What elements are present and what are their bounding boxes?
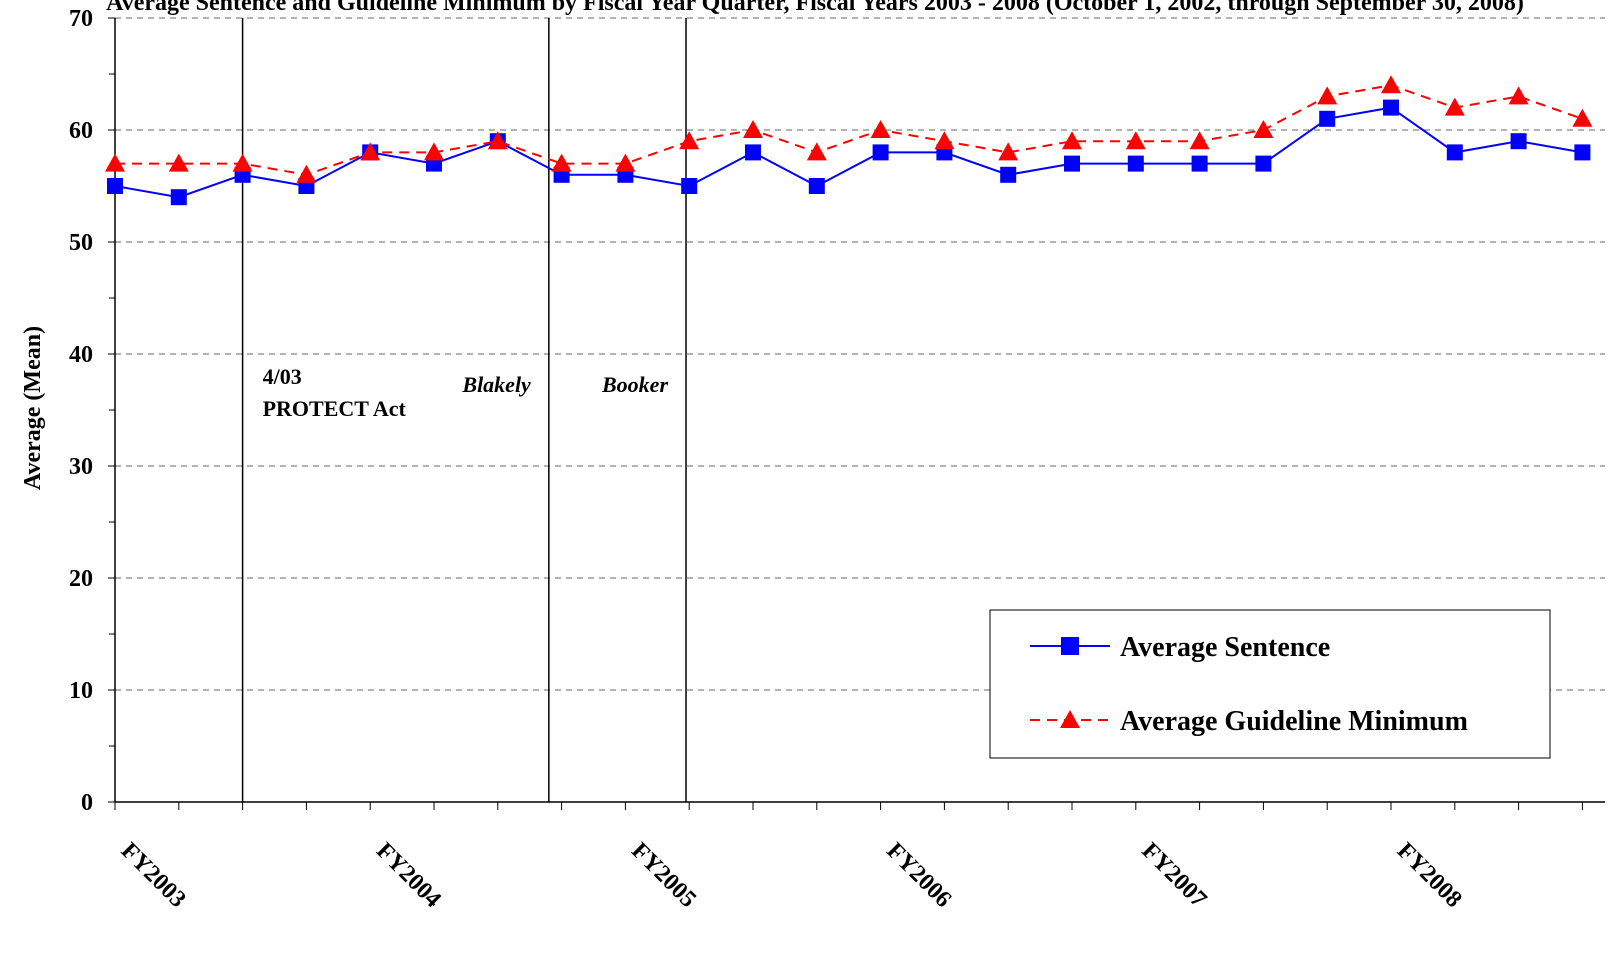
series-0-point-23 [1574, 144, 1591, 161]
legend-label-average-sentence: Average Sentence [1120, 632, 1330, 663]
series-1-point-6 [487, 131, 508, 150]
event-lines: 4/03 PROTECT Act Blakely Booker [241, 18, 687, 802]
series-1-point-21 [1444, 97, 1465, 116]
series-0-point-19 [1319, 110, 1336, 127]
series-0-point-17 [1191, 155, 1208, 172]
event-label-2: Booker [601, 372, 668, 397]
series-0-point-0 [107, 178, 123, 194]
series-0-point-22 [1510, 133, 1527, 150]
series-1-point-20 [1381, 75, 1401, 94]
series-0-point-18 [1255, 155, 1272, 172]
series-1-point-15 [1062, 131, 1082, 150]
series-1-point-10 [743, 120, 763, 138]
series-1-point-14 [998, 142, 1019, 161]
y-tick-label-30: 30 [69, 454, 93, 480]
series-0-point-21 [1446, 144, 1463, 161]
chart-title: Average Sentence and Guideline Minimum b… [106, 0, 1524, 16]
x-tick-label-fy2003: FY2003 [116, 838, 191, 913]
series-1-point-13 [934, 131, 955, 150]
series-0-point-12 [872, 144, 889, 161]
y-tick-label-40: 40 [69, 342, 93, 368]
series-1-point-2 [232, 153, 253, 172]
series-0-point-11 [808, 178, 825, 194]
x-tick-label-fy2008: FY2008 [1392, 838, 1467, 913]
legend-box [989, 609, 1551, 759]
x-tick-label-fy2005: FY2005 [626, 838, 701, 913]
series-0-point-16 [1127, 155, 1144, 172]
event-label-1: Blakely [461, 372, 531, 397]
y-tick-label-50: 50 [69, 230, 93, 256]
series-1-point-5 [424, 142, 444, 161]
series-line-1 [115, 84, 1583, 176]
y-axis-label: Average (Mean) [20, 326, 46, 490]
series-1-point-22 [1508, 86, 1529, 105]
legend-label-average-guideline-minimum: Average Guideline Minimum [1120, 706, 1468, 737]
series-1-point-9 [679, 131, 700, 150]
series-1-point-7 [551, 153, 572, 172]
event-sublabel-0: PROTECT Act [263, 396, 407, 421]
y-tick-label-20: 20 [69, 566, 93, 592]
series-1-point-17 [1189, 131, 1210, 150]
y-tick-label-60: 60 [69, 118, 93, 144]
series-0-point-10 [745, 144, 761, 161]
series-1-point-19 [1317, 86, 1338, 105]
legend: Average Sentence Average Guideline Minim… [989, 609, 1551, 759]
series-0-point-1 [170, 189, 187, 206]
series-1-point-11 [806, 142, 827, 161]
y-tick-label-10: 10 [69, 678, 93, 704]
axes: 0 10 20 30 40 50 60 70 FY2003 FY2004 FY2005 FY2006 F… [69, 6, 1605, 913]
series-0-point-20 [1383, 99, 1399, 116]
series-0-point-9 [681, 178, 698, 194]
x-tick-label-fy2004: FY2004 [371, 838, 446, 913]
x-tick-label-fy2007: FY2007 [1137, 838, 1212, 913]
y-tick-label-0: 0 [81, 790, 93, 816]
series-1-point-0 [105, 153, 125, 172]
series [105, 75, 1593, 206]
series-1-point-3 [296, 164, 317, 183]
series-1-point-8 [615, 153, 636, 172]
series-1-point-18 [1253, 120, 1274, 138]
series-0-point-14 [1000, 166, 1017, 183]
y-tick-label-70: 70 [69, 6, 93, 32]
legend-marker-triangle [1060, 710, 1080, 728]
series-1-point-4 [360, 142, 381, 161]
series-0-point-15 [1064, 155, 1080, 172]
series-1-point-12 [870, 120, 891, 138]
series-1-point-16 [1125, 131, 1146, 150]
event-label-0: 4/03 [263, 364, 302, 389]
grid-lines [115, 17, 1605, 691]
series-line-0 [114, 106, 1583, 199]
series-1-point-1 [168, 153, 189, 172]
series-1-point-23 [1572, 108, 1593, 127]
x-tick-label-fy2006: FY2006 [881, 838, 956, 913]
legend-marker-square [1061, 637, 1079, 655]
